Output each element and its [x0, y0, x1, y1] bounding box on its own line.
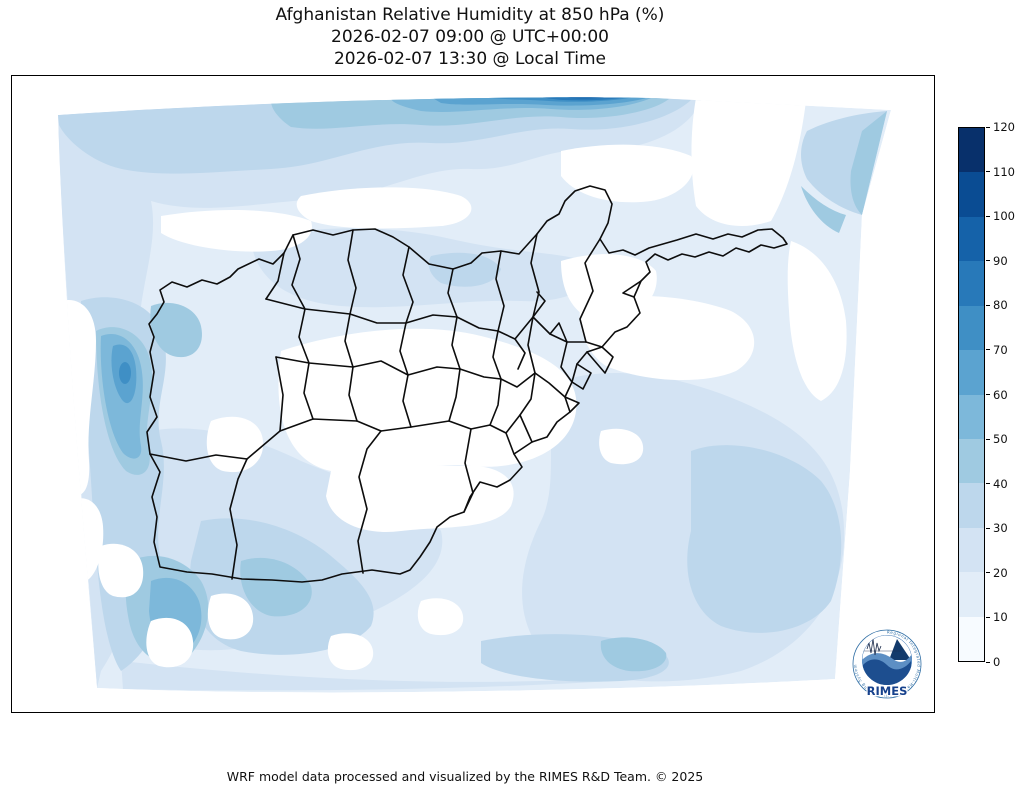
colorbar-segment: [959, 528, 984, 572]
humidity-contour-field: [58, 93, 891, 692]
colorbar-segment: [959, 128, 984, 172]
colorbar-tick-label: 100: [993, 209, 1030, 223]
colorbar-tick-mark: [986, 349, 990, 350]
colorbar-segment: [959, 172, 984, 216]
colorbar-tick-mark: [986, 394, 990, 395]
colorbar-segment: [959, 483, 984, 527]
colorbar-tick-mark: [986, 617, 990, 618]
figure-title-block: Afghanistan Relative Humidity at 850 hPa…: [0, 4, 940, 70]
figure-title: Afghanistan Relative Humidity at 850 hPa…: [0, 4, 940, 26]
colorbar: [958, 127, 985, 662]
colorbar-segment: [959, 395, 984, 439]
figure-subtitle-utc: 2026-02-07 09:00 @ UTC+00:00: [0, 26, 940, 48]
colorbar-tick-mark: [986, 662, 990, 663]
colorbar-segment: [959, 617, 984, 661]
colorbar-tick-mark: [986, 439, 990, 440]
colorbar-segment: [959, 439, 984, 483]
colorbar-tick-mark: [986, 171, 990, 172]
colorbar-tick-mark: [986, 260, 990, 261]
colorbar-tick-label: 90: [993, 254, 1030, 268]
colorbar-tick-label: 10: [993, 610, 1030, 624]
colorbar-tick-label: 110: [993, 165, 1030, 179]
colorbar-tick-label: 40: [993, 477, 1030, 491]
colorbar-segment: [959, 350, 984, 394]
colorbar-tick-label: 80: [993, 298, 1030, 312]
colorbar-tick-mark: [986, 305, 990, 306]
colorbar-tick-label: 60: [993, 388, 1030, 402]
colorbar-tick-label: 70: [993, 343, 1030, 357]
colorbar-tick-mark: [986, 216, 990, 217]
colorbar-tick-label: 120: [993, 120, 1030, 134]
colorbar-tick-mark: [986, 572, 990, 573]
colorbar-tick-label: 20: [993, 566, 1030, 580]
colorbar-tick-label: 30: [993, 521, 1030, 535]
map-panel: Regional Integrated Multi-Hazard Early W…: [11, 75, 935, 713]
colorbar-tick-mark: [986, 528, 990, 529]
colorbar-segment: [959, 306, 984, 350]
colorbar-segment: [959, 261, 984, 305]
colorbar-segment: [959, 217, 984, 261]
rimes-logo-wordmark: RIMES: [867, 684, 908, 698]
humidity-map-svg: Regional Integrated Multi-Hazard Early W…: [12, 76, 934, 712]
figure-subtitle-local: 2026-02-07 13:30 @ Local Time: [0, 48, 940, 70]
rimes-logo: Regional Integrated Multi-Hazard Early W…: [852, 629, 921, 698]
footer-credit: WRF model data processed and visualized …: [0, 769, 930, 784]
colorbar-tick-mark: [986, 127, 990, 128]
colorbar-tick-label: 50: [993, 432, 1030, 446]
colorbar-tick-label: 0: [993, 655, 1030, 669]
colorbar-segment: [959, 572, 984, 616]
colorbar-tick-mark: [986, 483, 990, 484]
